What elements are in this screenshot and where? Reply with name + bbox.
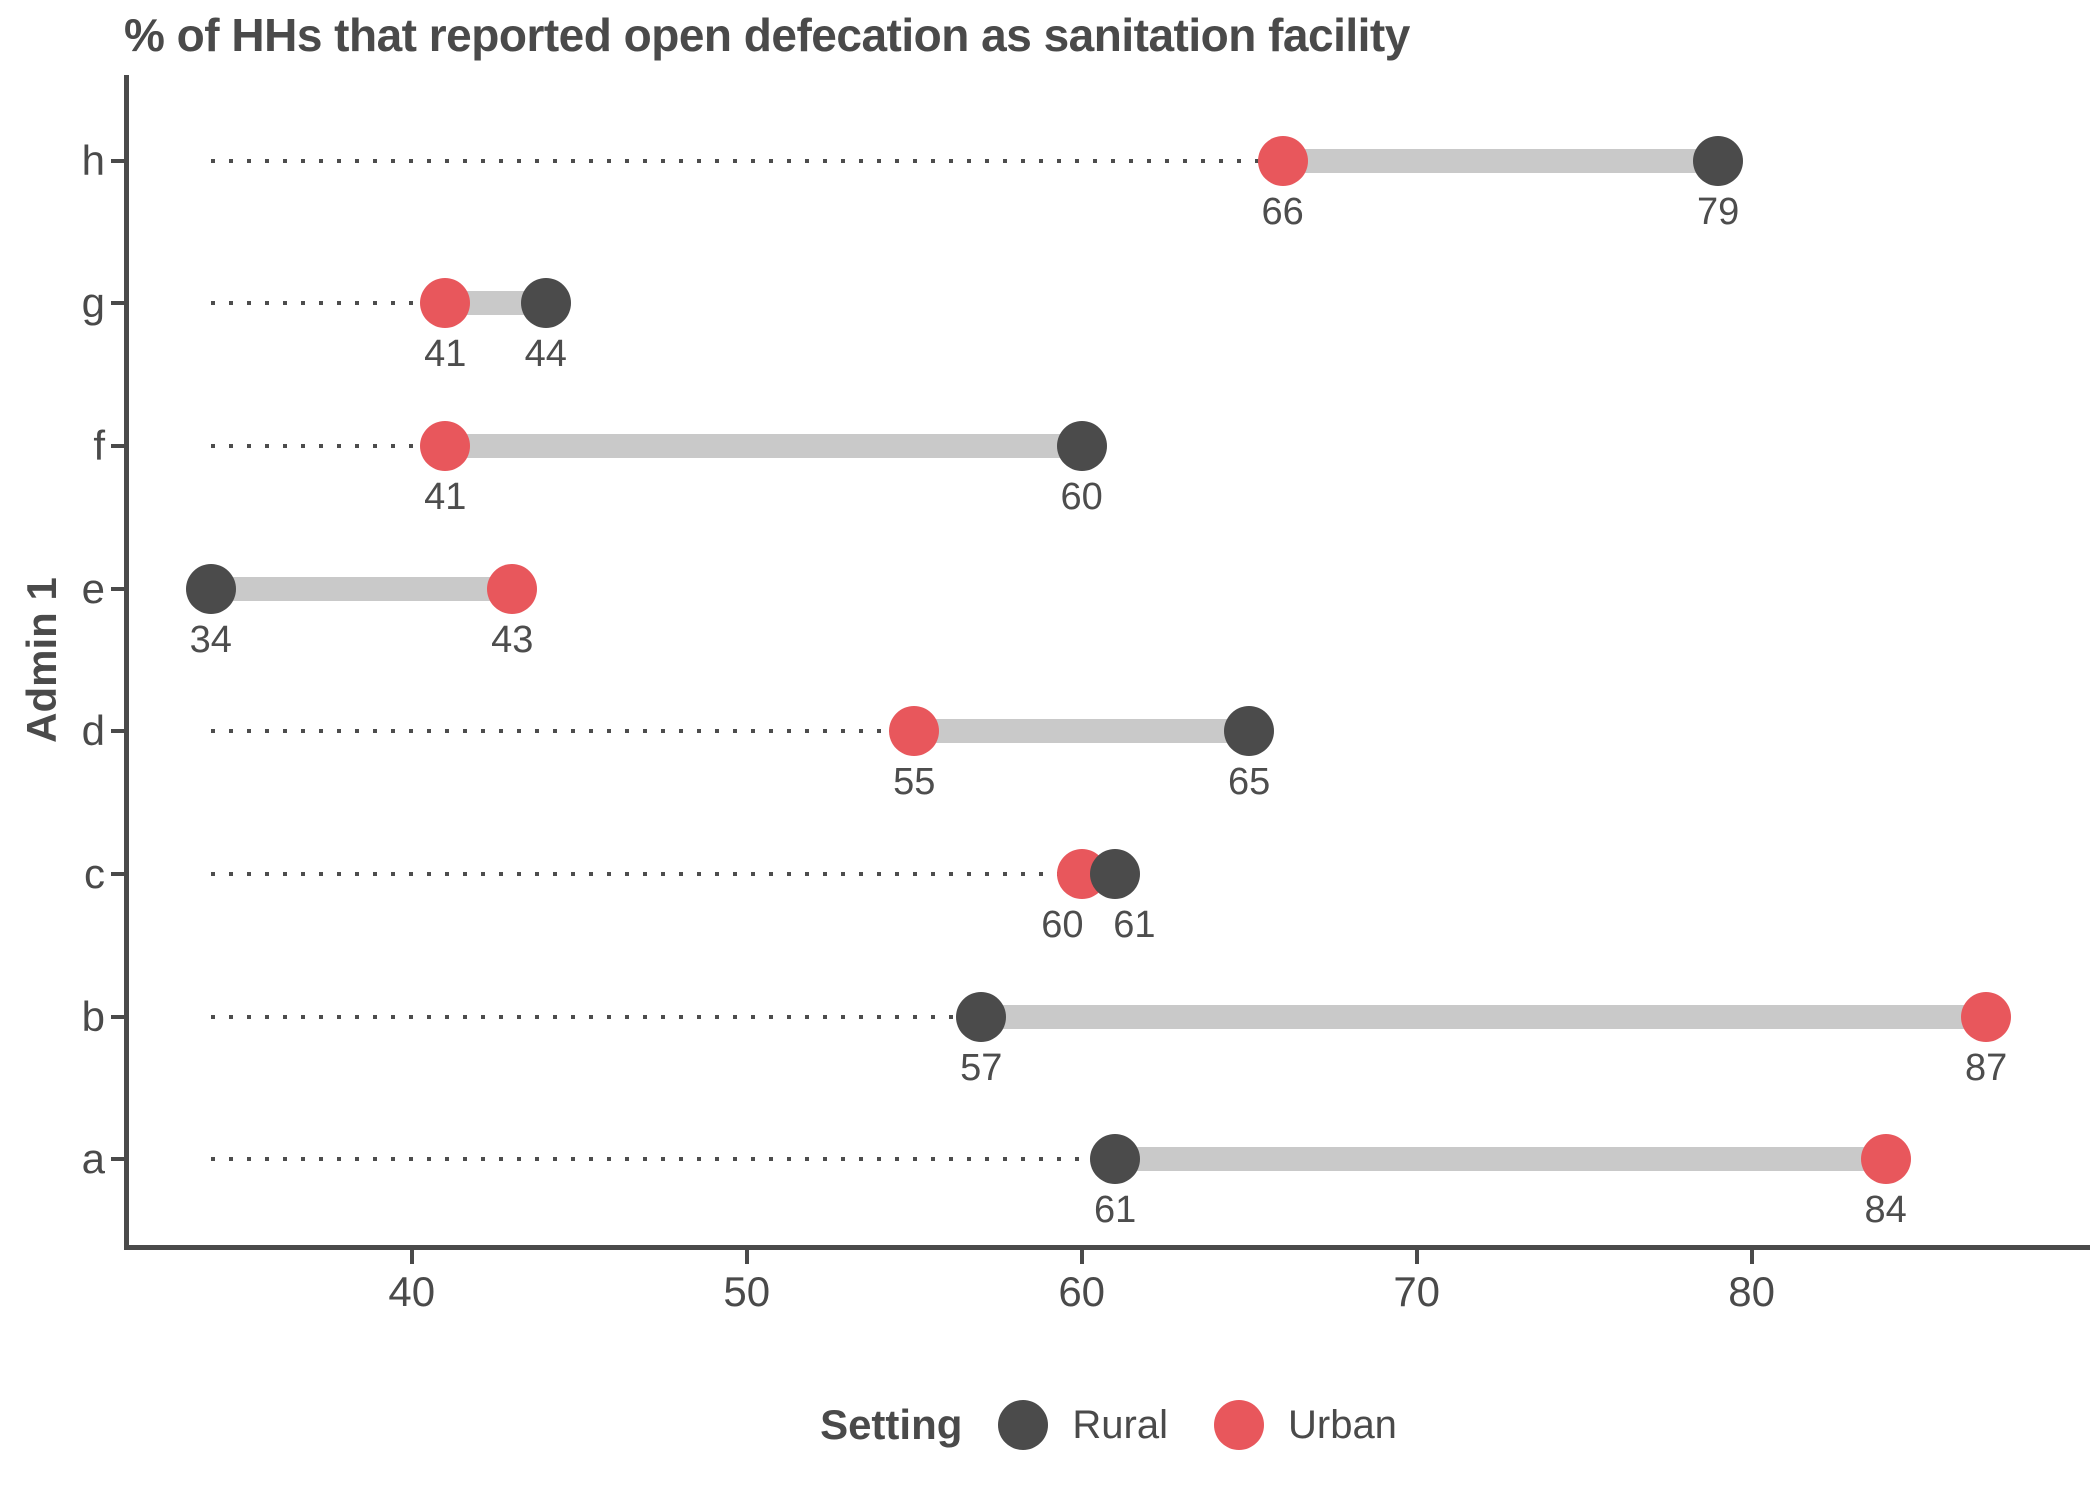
- rural-dot: [185, 563, 236, 614]
- chart-title: % of HHs that reported open defecation a…: [124, 9, 1410, 61]
- leader-line: [210, 301, 423, 306]
- connector-bar: [981, 1004, 1987, 1029]
- connector-bar: [1115, 1147, 1886, 1172]
- connector-bar: [210, 576, 513, 601]
- legend-item-rural: Rural: [998, 1400, 1168, 1450]
- y-category-label: e: [81, 564, 105, 612]
- y-tick: [111, 301, 125, 306]
- rural-dot: [1693, 135, 1744, 186]
- y-category-label: g: [81, 279, 105, 327]
- x-tick-label: 60: [1058, 1268, 1106, 1315]
- urban-value-label: 87: [1965, 1046, 2008, 1089]
- urban-dot: [420, 420, 471, 471]
- y-tick: [111, 729, 125, 734]
- y-tick: [111, 1014, 125, 1019]
- x-tick-label: 80: [1728, 1268, 1776, 1315]
- urban-dot: [1961, 991, 2012, 1042]
- x-tick: [744, 1250, 749, 1264]
- urban-value-label: 84: [1864, 1189, 1907, 1232]
- rural-dot: [1090, 849, 1141, 900]
- connector-bar: [914, 719, 1250, 744]
- urban-value-label: 41: [424, 333, 467, 376]
- connector-bar: [445, 433, 1082, 458]
- rural-dot: [1056, 420, 1107, 471]
- rural-value-label: 79: [1697, 190, 1740, 233]
- x-tick: [1414, 1250, 1419, 1264]
- rural-legend-dot-icon: [998, 1400, 1049, 1450]
- legend-label-rural: Rural: [1072, 1402, 1168, 1447]
- urban-dot: [1257, 135, 1308, 186]
- y-category-label: h: [81, 136, 105, 184]
- y-tick: [111, 158, 125, 163]
- rural-value-label: 61: [1094, 1189, 1137, 1232]
- rural-value-label: 34: [189, 618, 232, 661]
- y-category-label: b: [81, 992, 105, 1040]
- leader-line: [210, 729, 892, 734]
- rural-value-label: 57: [960, 1046, 1003, 1089]
- urban-legend-dot-icon: [1213, 1400, 1264, 1450]
- y-axis-line: [124, 75, 129, 1250]
- leader-line: [210, 1014, 959, 1019]
- rural-dot: [1090, 1134, 1141, 1185]
- legend-item-urban: Urban: [1213, 1400, 1397, 1450]
- y-category-label: c: [84, 850, 105, 898]
- y-category-label: f: [93, 421, 105, 469]
- urban-dot: [889, 706, 940, 757]
- x-tick-label: 70: [1393, 1268, 1441, 1315]
- rural-value-label: 61: [1113, 904, 1156, 947]
- rural-value-label: 65: [1228, 761, 1271, 804]
- x-tick-label: 50: [723, 1268, 771, 1315]
- legend-title: Setting: [820, 1401, 963, 1448]
- urban-value-label: 43: [491, 618, 534, 661]
- y-category-label: a: [81, 1135, 105, 1183]
- y-tick: [111, 443, 125, 448]
- rural-value-label: 44: [524, 333, 567, 376]
- urban-value-label: 66: [1261, 190, 1304, 233]
- leader-line: [210, 1157, 1093, 1162]
- leader-line: [210, 872, 1059, 877]
- legend-label-urban: Urban: [1287, 1402, 1397, 1447]
- x-tick-label: 40: [388, 1268, 436, 1315]
- urban-value-label: 41: [424, 475, 467, 518]
- rural-dot: [956, 991, 1007, 1042]
- x-tick: [1079, 1250, 1084, 1264]
- x-tick: [409, 1250, 414, 1264]
- urban-dot: [1860, 1134, 1911, 1185]
- legend: Setting Rural Urban: [127, 1390, 2090, 1460]
- urban-value-label: 55: [893, 761, 936, 804]
- y-tick: [111, 872, 125, 877]
- leader-line: [210, 158, 1260, 163]
- leader-line: [210, 443, 423, 448]
- urban-value-label: 60: [1041, 904, 1084, 947]
- urban-dot: [420, 278, 471, 329]
- y-tick: [111, 586, 125, 591]
- x-axis-line: [124, 1245, 2090, 1250]
- rural-value-label: 60: [1060, 475, 1103, 518]
- y-category-label: d: [81, 707, 105, 755]
- y-tick: [111, 1157, 125, 1162]
- rural-dot: [520, 278, 571, 329]
- x-tick: [1749, 1250, 1754, 1264]
- connector-bar: [1282, 148, 1719, 173]
- rural-dot: [1224, 706, 1275, 757]
- urban-dot: [487, 563, 538, 614]
